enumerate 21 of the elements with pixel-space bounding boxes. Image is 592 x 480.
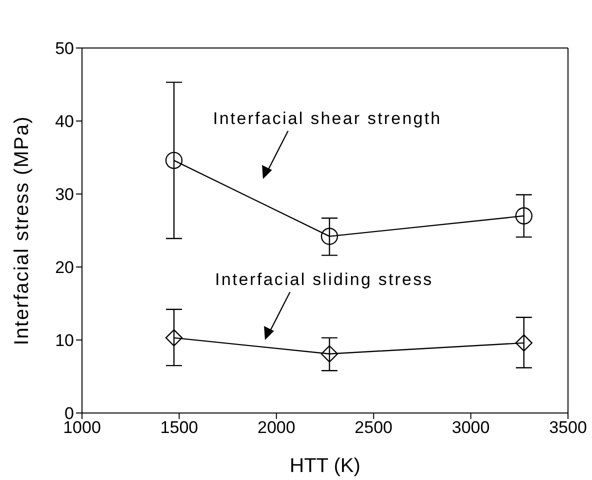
x-tick-label: 1000 [63,418,101,438]
y-tick-label: 40 [55,112,74,132]
y-tick-label: 50 [55,39,74,58]
point [165,329,183,346]
point [320,345,338,362]
annotation: Interfacial sliding stress [215,270,434,289]
y-axis-title: Interfacial stress (MPa) [11,116,33,346]
y-tick-label: 30 [55,185,74,204]
point [320,228,338,245]
x-tick-label: 3000 [452,418,490,438]
x-tick-label: 3500 [549,418,587,438]
point [165,152,183,170]
x-tick-label: 1500 [160,418,198,438]
point [515,334,532,352]
x-tick-label: 2500 [354,418,393,438]
y-tick-label: 10 [55,331,74,350]
point [515,207,532,224]
x-axis-title: HTT (K) [290,455,360,477]
annotation: Interfacial shear strength [213,109,442,128]
x-tick-label: 2000 [257,418,296,438]
y-tick-label: 20 [55,258,74,278]
